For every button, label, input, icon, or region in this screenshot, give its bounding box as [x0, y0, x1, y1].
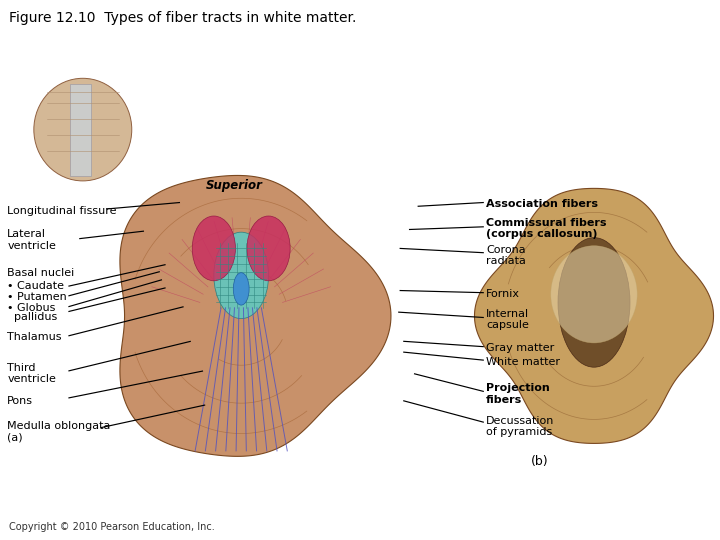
- Text: Corona
radiata: Corona radiata: [486, 245, 526, 266]
- Text: White matter: White matter: [486, 357, 560, 367]
- Text: • Putamen: • Putamen: [7, 292, 67, 302]
- Text: Third
ventricle: Third ventricle: [7, 363, 56, 384]
- Text: Copyright © 2010 Pearson Education, Inc.: Copyright © 2010 Pearson Education, Inc.: [9, 522, 215, 532]
- Text: • Globus: • Globus: [7, 303, 55, 313]
- Text: Longitudinal fissure: Longitudinal fissure: [7, 206, 117, 215]
- Polygon shape: [474, 188, 714, 443]
- Ellipse shape: [214, 232, 269, 319]
- Ellipse shape: [247, 216, 290, 281]
- Ellipse shape: [558, 238, 630, 367]
- Text: Pons: Pons: [7, 396, 33, 406]
- Text: Decussation
of pyramids: Decussation of pyramids: [486, 416, 554, 437]
- Text: Basal nuclei: Basal nuclei: [7, 268, 74, 278]
- Text: Fornix: Fornix: [486, 289, 520, 299]
- Text: Medulla oblongata
(a): Medulla oblongata (a): [7, 421, 111, 443]
- Text: Projection
fibers: Projection fibers: [486, 383, 550, 405]
- Text: Association fibers: Association fibers: [486, 199, 598, 209]
- Ellipse shape: [192, 216, 235, 281]
- Text: (b): (b): [531, 455, 549, 468]
- Text: Figure 12.10  Types of fiber tracts in white matter.: Figure 12.10 Types of fiber tracts in wh…: [9, 11, 356, 25]
- Text: Thalamus: Thalamus: [7, 333, 62, 342]
- FancyBboxPatch shape: [70, 84, 91, 176]
- Text: Lateral
ventricle: Lateral ventricle: [7, 230, 56, 251]
- Ellipse shape: [34, 78, 132, 181]
- Text: • Caudate: • Caudate: [7, 281, 64, 291]
- Text: Commissural fibers
(corpus callosum): Commissural fibers (corpus callosum): [486, 218, 606, 239]
- Ellipse shape: [551, 246, 637, 343]
- Text: Internal
capsule: Internal capsule: [486, 309, 529, 330]
- Text: Gray matter: Gray matter: [486, 343, 554, 353]
- Ellipse shape: [233, 273, 249, 305]
- Text: pallidus: pallidus: [7, 312, 58, 322]
- Text: Superior: Superior: [206, 179, 262, 192]
- Polygon shape: [120, 176, 391, 456]
